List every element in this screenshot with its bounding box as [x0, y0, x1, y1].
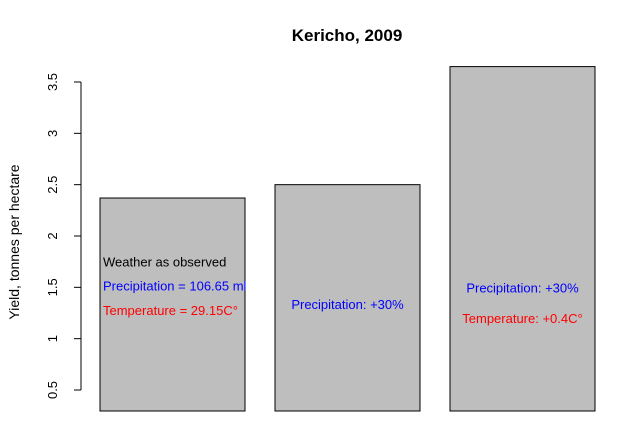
bar-annotation: Temperature = 29.15C°	[103, 303, 238, 318]
chart-title: Kericho, 2009	[292, 26, 403, 45]
bar-annotation: Precipitation: +30%	[466, 280, 579, 295]
bar	[449, 66, 596, 412]
y-tick-label: 2.5	[45, 176, 60, 194]
y-axis-label: Yield, tonnes per hectare	[6, 164, 22, 319]
y-tick-label: 2	[45, 232, 60, 239]
y-tick-label: 1.5	[45, 278, 60, 296]
y-tick-label: 3	[45, 130, 60, 137]
bar	[274, 184, 421, 412]
y-tick-label: 1	[45, 335, 60, 342]
bar-annotation: Temperature: +0.4C°	[462, 311, 582, 326]
bars	[99, 66, 596, 412]
bar-annotation: Precipitation = 106.65 ml	[103, 278, 247, 293]
bar-annotations: Weather as observed Precipitation = 106.6…	[103, 255, 583, 326]
y-tick-label: 0.5	[45, 381, 60, 399]
y-axis-ticks: 0.5 1 1.5 2 2.5 3 3.5	[45, 73, 81, 399]
y-tick-label: 3.5	[45, 73, 60, 91]
bar-annotation: Precipitation: +30%	[291, 297, 404, 312]
bar-annotation: Weather as observed	[103, 255, 226, 270]
bar	[99, 197, 246, 412]
